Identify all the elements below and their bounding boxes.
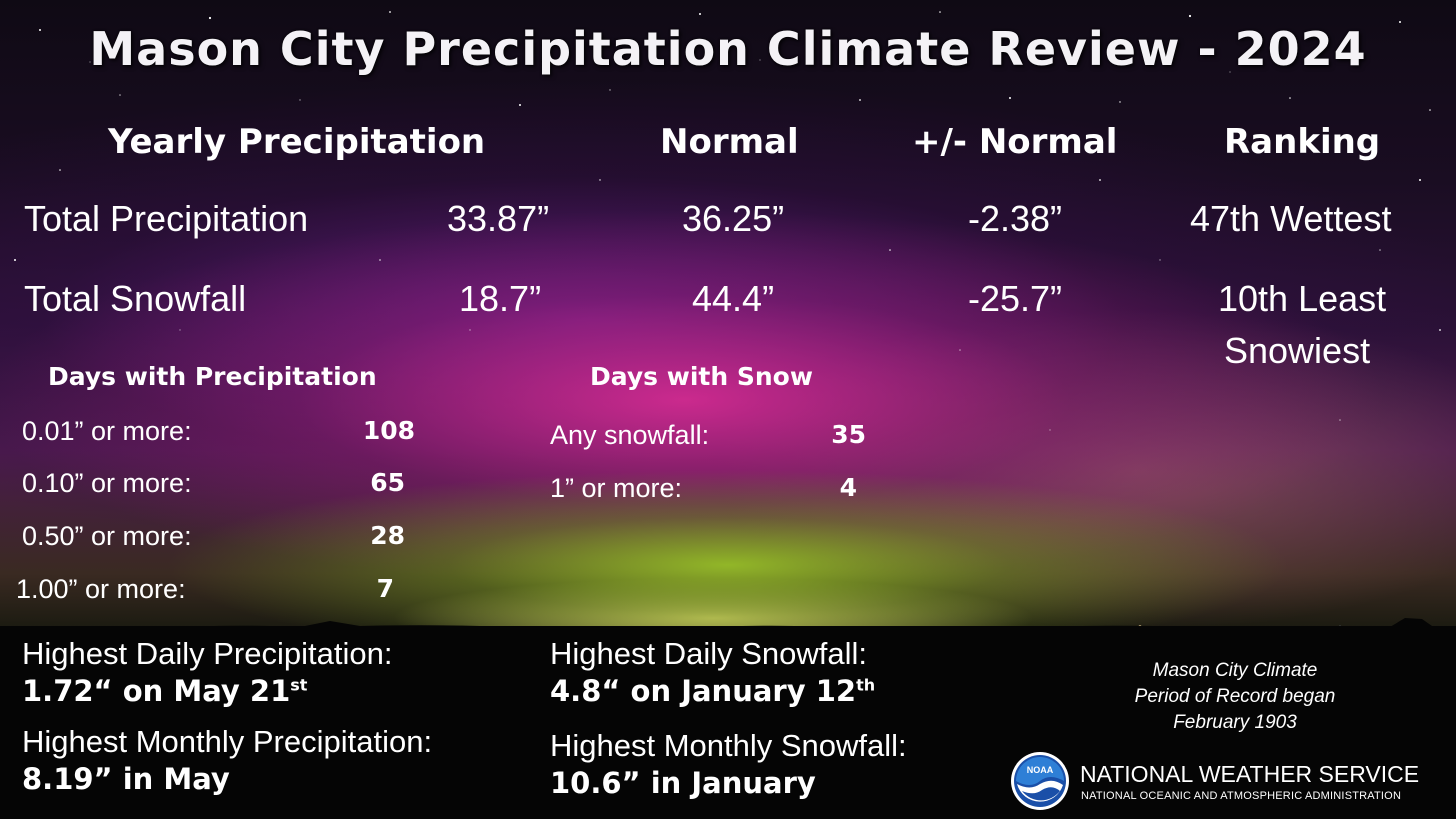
total-precipitation-value: 33.87” (447, 198, 550, 239)
total-precipitation-departure: -2.38” (968, 198, 1063, 239)
highest-daily-precip-value: 1.72“ on May 21st (22, 674, 308, 708)
highest-monthly-precip-value: 8.19” in May (22, 762, 230, 796)
days-precip-label: 0.10” or more: (22, 468, 192, 498)
days-precip-value: 28 (370, 521, 405, 550)
row-label-total-precipitation: Total Precipitation (24, 198, 309, 239)
total-snowfall-ranking-line1: 10th Least (1218, 278, 1387, 319)
noaa-logo-icon: NOAA (1011, 752, 1069, 810)
days-snow-label: Any snowfall: (550, 420, 710, 450)
days-snow-label: 1” or more: (550, 473, 683, 503)
days-precip-value: 108 (362, 416, 415, 445)
por-line3: February 1903 (1173, 712, 1297, 733)
header-ranking: Ranking (1224, 122, 1381, 162)
header-normal: Normal (660, 122, 799, 162)
row-label-total-snowfall: Total Snowfall (24, 278, 247, 319)
header-yearly-precipitation: Yearly Precipitation (108, 122, 486, 162)
highest-daily-precip-label: Highest Daily Precipitation: (22, 636, 393, 671)
agency-parent: NATIONAL OCEANIC AND ATMOSPHERIC ADMINIS… (1081, 790, 1402, 802)
days-snow-value: 4 (839, 473, 857, 502)
total-snowfall-normal: 44.4” (692, 278, 775, 319)
days-precip-value: 7 (376, 574, 394, 603)
days-precip-value: 65 (370, 468, 405, 497)
total-snowfall-value: 18.7” (459, 278, 542, 319)
header-departure: +/- Normal (912, 122, 1118, 162)
ground (0, 626, 1456, 819)
highest-monthly-snow-label: Highest Monthly Snowfall: (550, 728, 907, 763)
highest-monthly-snow-value: 10.6” in January (550, 766, 816, 800)
svg-text:NOAA: NOAA (1027, 765, 1054, 775)
total-snowfall-ranking-line2: Snowiest (1224, 330, 1371, 371)
por-line1: Mason City Climate (1152, 660, 1318, 681)
days-snow-title: Days with Snow (590, 362, 813, 391)
total-precipitation-normal: 36.25” (682, 198, 785, 239)
page-title: Mason City Precipitation Climate Review … (89, 22, 1367, 76)
agency-name: NATIONAL WEATHER SERVICE (1080, 761, 1420, 787)
period-of-record-note: Mason City Climate Period of Record bega… (1095, 658, 1375, 736)
days-precip-label: 0.01” or more: (22, 416, 192, 446)
highest-daily-snow-label: Highest Daily Snowfall: (550, 636, 868, 671)
total-precipitation-ranking: 47th Wettest (1190, 198, 1392, 239)
total-snowfall-departure: -25.7” (968, 278, 1063, 319)
por-line2: Period of Record began (1134, 686, 1336, 707)
highest-monthly-precip-label: Highest Monthly Precipitation: (22, 724, 433, 759)
highest-daily-snow-value: 4.8“ on January 12th (550, 674, 876, 708)
days-precip-label: 1.00” or more: (16, 574, 186, 604)
days-precip-label: 0.50” or more: (22, 521, 192, 551)
days-snow-value: 35 (831, 420, 866, 449)
days-precip-title: Days with Precipitation (48, 362, 377, 391)
